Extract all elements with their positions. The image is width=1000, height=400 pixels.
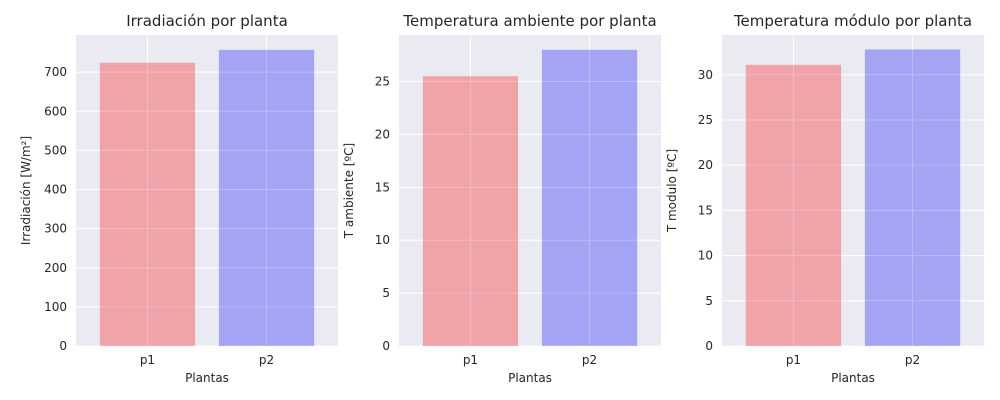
y-tick-label: 700 <box>44 65 67 79</box>
bar-p2 <box>541 49 638 347</box>
x-tick-label: p2 <box>905 353 920 367</box>
bar-p2 <box>218 49 315 346</box>
y-tick-label: 15 <box>698 203 713 217</box>
bar-p1 <box>422 76 519 347</box>
y-tick-label: 200 <box>44 261 67 275</box>
y-tick-label: 0 <box>59 339 67 353</box>
y-tick-label: 25 <box>698 113 713 127</box>
chart-title: Temperatura ambiente por planta <box>402 12 656 30</box>
x-axis-label: Plantas <box>185 371 229 385</box>
bar-p1 <box>745 64 842 347</box>
y-axis-label: Irradiación [W/m²] <box>19 136 33 245</box>
y-axis-label: T ambiente [ºC] <box>342 143 356 239</box>
y-tick-label: 5 <box>705 294 713 308</box>
y-tick-label: 0 <box>705 339 713 353</box>
x-tick-label: p2 <box>582 353 597 367</box>
x-tick-label: p1 <box>140 353 155 367</box>
y-tick-label: 400 <box>44 183 67 197</box>
y-tick-label: 10 <box>698 249 713 263</box>
bar-p2 <box>864 49 961 346</box>
x-tick-label: p1 <box>786 353 801 367</box>
y-tick-label: 0 <box>382 339 390 353</box>
chart-panel-3: 0 5 10 15 20 25 30 p1 p2 Temperatura módulo por p… <box>665 12 984 385</box>
y-tick-label: 30 <box>698 68 713 82</box>
bar-p1 <box>99 62 196 346</box>
x-tick-label: p1 <box>463 353 478 367</box>
y-tick-label: 500 <box>44 143 67 157</box>
x-axis-label: Plantas <box>831 371 875 385</box>
y-tick-label: 20 <box>375 127 390 141</box>
y-tick-label: 15 <box>375 180 390 194</box>
y-tick-label: 300 <box>44 222 67 236</box>
y-tick-label: 25 <box>375 75 390 89</box>
chart-panel-2: 0 5 10 15 20 25 p1 p2 Temperatura ambiente por p… <box>342 12 661 385</box>
chart-title: Temperatura módulo por planta <box>733 12 972 30</box>
y-tick-label: 100 <box>44 300 67 314</box>
y-tick-label: 20 <box>698 158 713 172</box>
y-tick-label: 5 <box>382 286 390 300</box>
y-tick-label: 10 <box>375 233 390 247</box>
y-axis-label: T modulo [ºC] <box>665 149 679 233</box>
chart-panel-1: 0 100 200 300 400 500 600 700 p1 p2 Irradiación po… <box>19 12 338 385</box>
x-axis-label: Plantas <box>508 371 552 385</box>
chart-title: Irradiación por planta <box>126 12 288 30</box>
y-tick-label: 600 <box>44 104 67 118</box>
x-tick-label: p2 <box>259 353 274 367</box>
